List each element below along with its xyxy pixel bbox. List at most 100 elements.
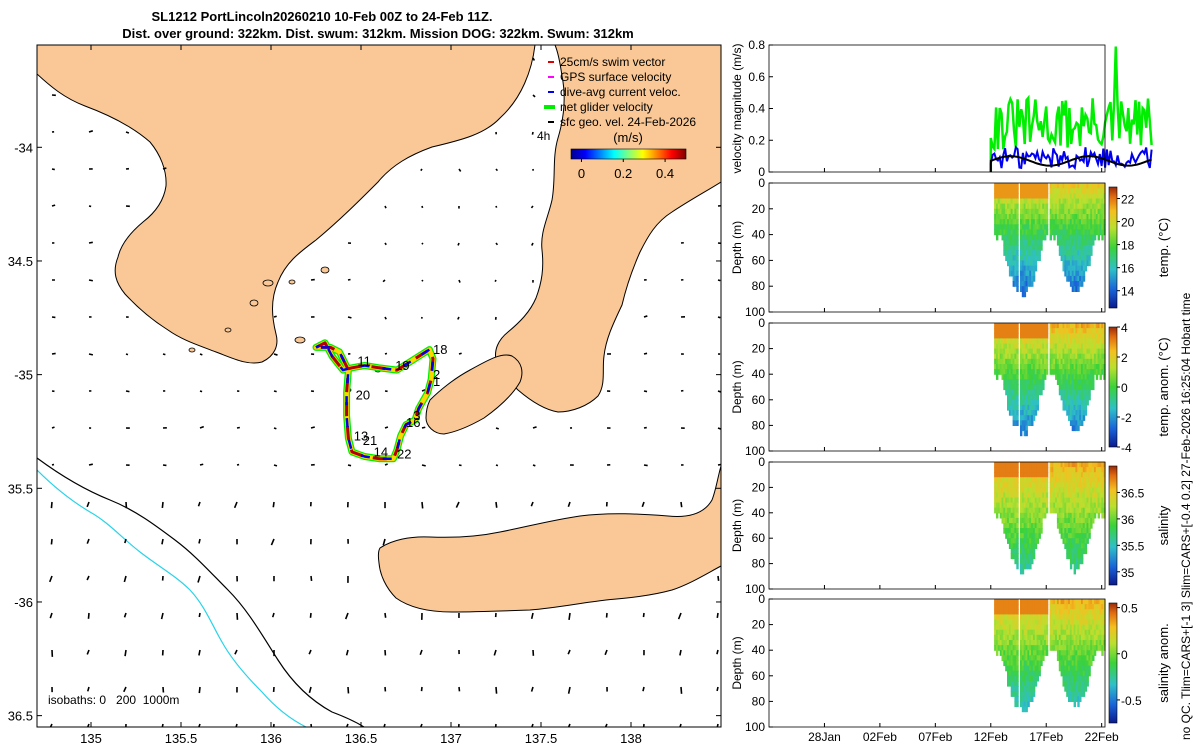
heatmap-cell (1090, 338, 1093, 345)
heatmap-cell (1007, 328, 1010, 334)
heatmap-cell (1010, 353, 1014, 360)
heatmap-cell (1062, 528, 1065, 534)
heatmap-cell (1056, 193, 1060, 200)
heatmap-cell (1014, 497, 1017, 504)
heatmap-cell (1073, 467, 1076, 473)
heatmap-cell (997, 477, 1001, 483)
heatmap-cell (1069, 629, 1073, 636)
y-tick-label: 60 (752, 253, 766, 267)
heatmap-cell (1001, 193, 1004, 200)
heatmap-cell (1101, 333, 1104, 339)
heatmap-cell (1042, 338, 1045, 345)
heatmap-cell (1062, 369, 1065, 375)
heatmap-cell (1045, 369, 1049, 375)
heatmap-cell (1069, 467, 1073, 473)
heatmap-cell (1021, 358, 1025, 365)
heatmap-cell (1012, 487, 1015, 494)
heatmap-cell (1088, 353, 1091, 360)
heatmap-cell (1025, 609, 1028, 615)
heatmap-cell (1001, 614, 1004, 621)
heatmap-cell (1034, 629, 1038, 636)
heatmap-cell (1016, 348, 1019, 355)
heatmap-cell (1058, 364, 1062, 370)
heatmap-cell (1038, 523, 1041, 529)
heatmap-cell (1027, 420, 1030, 426)
heatmap-cell (1040, 512, 1043, 519)
heatmap-cell (1049, 183, 1052, 189)
geo-velocity-arrow (123, 612, 127, 618)
heatmap-cell (1086, 364, 1089, 370)
heatmap-cell (1055, 645, 1058, 651)
heatmap-cell (1099, 343, 1102, 350)
heatmap-cell (1075, 244, 1078, 251)
heatmap-cell (1066, 188, 1069, 194)
heatmap-cell (1051, 229, 1054, 236)
heatmap-cell (1103, 599, 1106, 605)
heatmap-cell (1027, 374, 1030, 380)
heatmap-cell (1053, 338, 1056, 345)
heatmap-cell (1068, 553, 1071, 560)
heatmap-cell (1064, 328, 1067, 334)
heatmap-cell (1020, 686, 1023, 692)
heatmap-cell (1073, 523, 1076, 529)
figure-title-line2: Dist. over ground: 322km. Dist. swum: 31… (122, 26, 634, 41)
geo-velocity-arrow (641, 501, 645, 508)
heatmap-cell (1038, 482, 1041, 488)
heatmap-cell (1090, 379, 1093, 385)
heatmap-cell (1012, 404, 1015, 411)
heatmap-cell (1027, 389, 1030, 396)
heatmap-cell (1077, 686, 1080, 692)
heatmap-cell (1023, 467, 1027, 473)
heatmap-cell (1029, 358, 1032, 365)
heatmap-cell (1103, 338, 1106, 345)
heatmap-cell (1012, 686, 1015, 692)
heatmap-cell (1090, 244, 1093, 251)
heatmap-cell (1044, 214, 1047, 220)
heatmap-cell (1095, 208, 1099, 215)
heatmap-cell (1020, 650, 1023, 656)
heatmap-cell (1090, 333, 1093, 339)
heatmap-cell (1034, 229, 1038, 236)
heatmap-cell (1082, 604, 1086, 610)
heatmap-cell (1084, 467, 1088, 473)
heatmap-cell (1025, 183, 1028, 189)
heatmap-cell (1025, 348, 1028, 355)
heatmap-cell (1071, 379, 1075, 385)
heatmap-cell (1027, 193, 1030, 200)
heatmap-cell (1075, 482, 1078, 488)
heatmap-cell (1051, 467, 1054, 473)
heatmap-cell (1014, 239, 1017, 246)
heatmap-cell (1062, 614, 1065, 621)
heatmap-cell (1055, 369, 1058, 375)
heatmap-cell (1099, 203, 1102, 210)
heatmap-cell (1020, 333, 1023, 339)
heatmap-cell (1001, 517, 1004, 524)
heatmap-cell (1099, 353, 1102, 360)
heatmap-cell (1062, 389, 1065, 396)
heatmap-cell (1069, 553, 1073, 560)
heatmap-cell (1081, 629, 1084, 636)
heatmap-cell (1016, 640, 1019, 646)
heatmap-cell (1031, 420, 1034, 426)
heatmap-cell (1060, 634, 1063, 641)
heatmap-cell (1008, 477, 1012, 483)
heatmap-cell (1084, 548, 1088, 555)
heatmap-cell (1027, 553, 1030, 560)
heatmap-cell (1086, 188, 1089, 194)
heatmap-cell (1036, 384, 1039, 391)
heatmap-cell (1055, 614, 1058, 621)
heatmap-cell (1071, 188, 1075, 194)
heatmap-cell (1045, 462, 1049, 468)
heatmap-cell (1008, 660, 1012, 667)
heatmap-cell (1066, 492, 1069, 499)
heatmap-cell (1095, 502, 1099, 509)
heatmap-cell (1038, 619, 1041, 626)
heatmap-cell (1010, 650, 1014, 656)
heatmap-cell (1010, 234, 1014, 241)
heatmap-cell (1040, 497, 1043, 504)
heatmap-cell (1064, 634, 1067, 641)
heatmap-cell (1020, 614, 1023, 621)
heatmap-cell (1010, 260, 1014, 267)
geo-velocity-arrow (458, 168, 462, 172)
heatmap-cell (1081, 198, 1084, 205)
